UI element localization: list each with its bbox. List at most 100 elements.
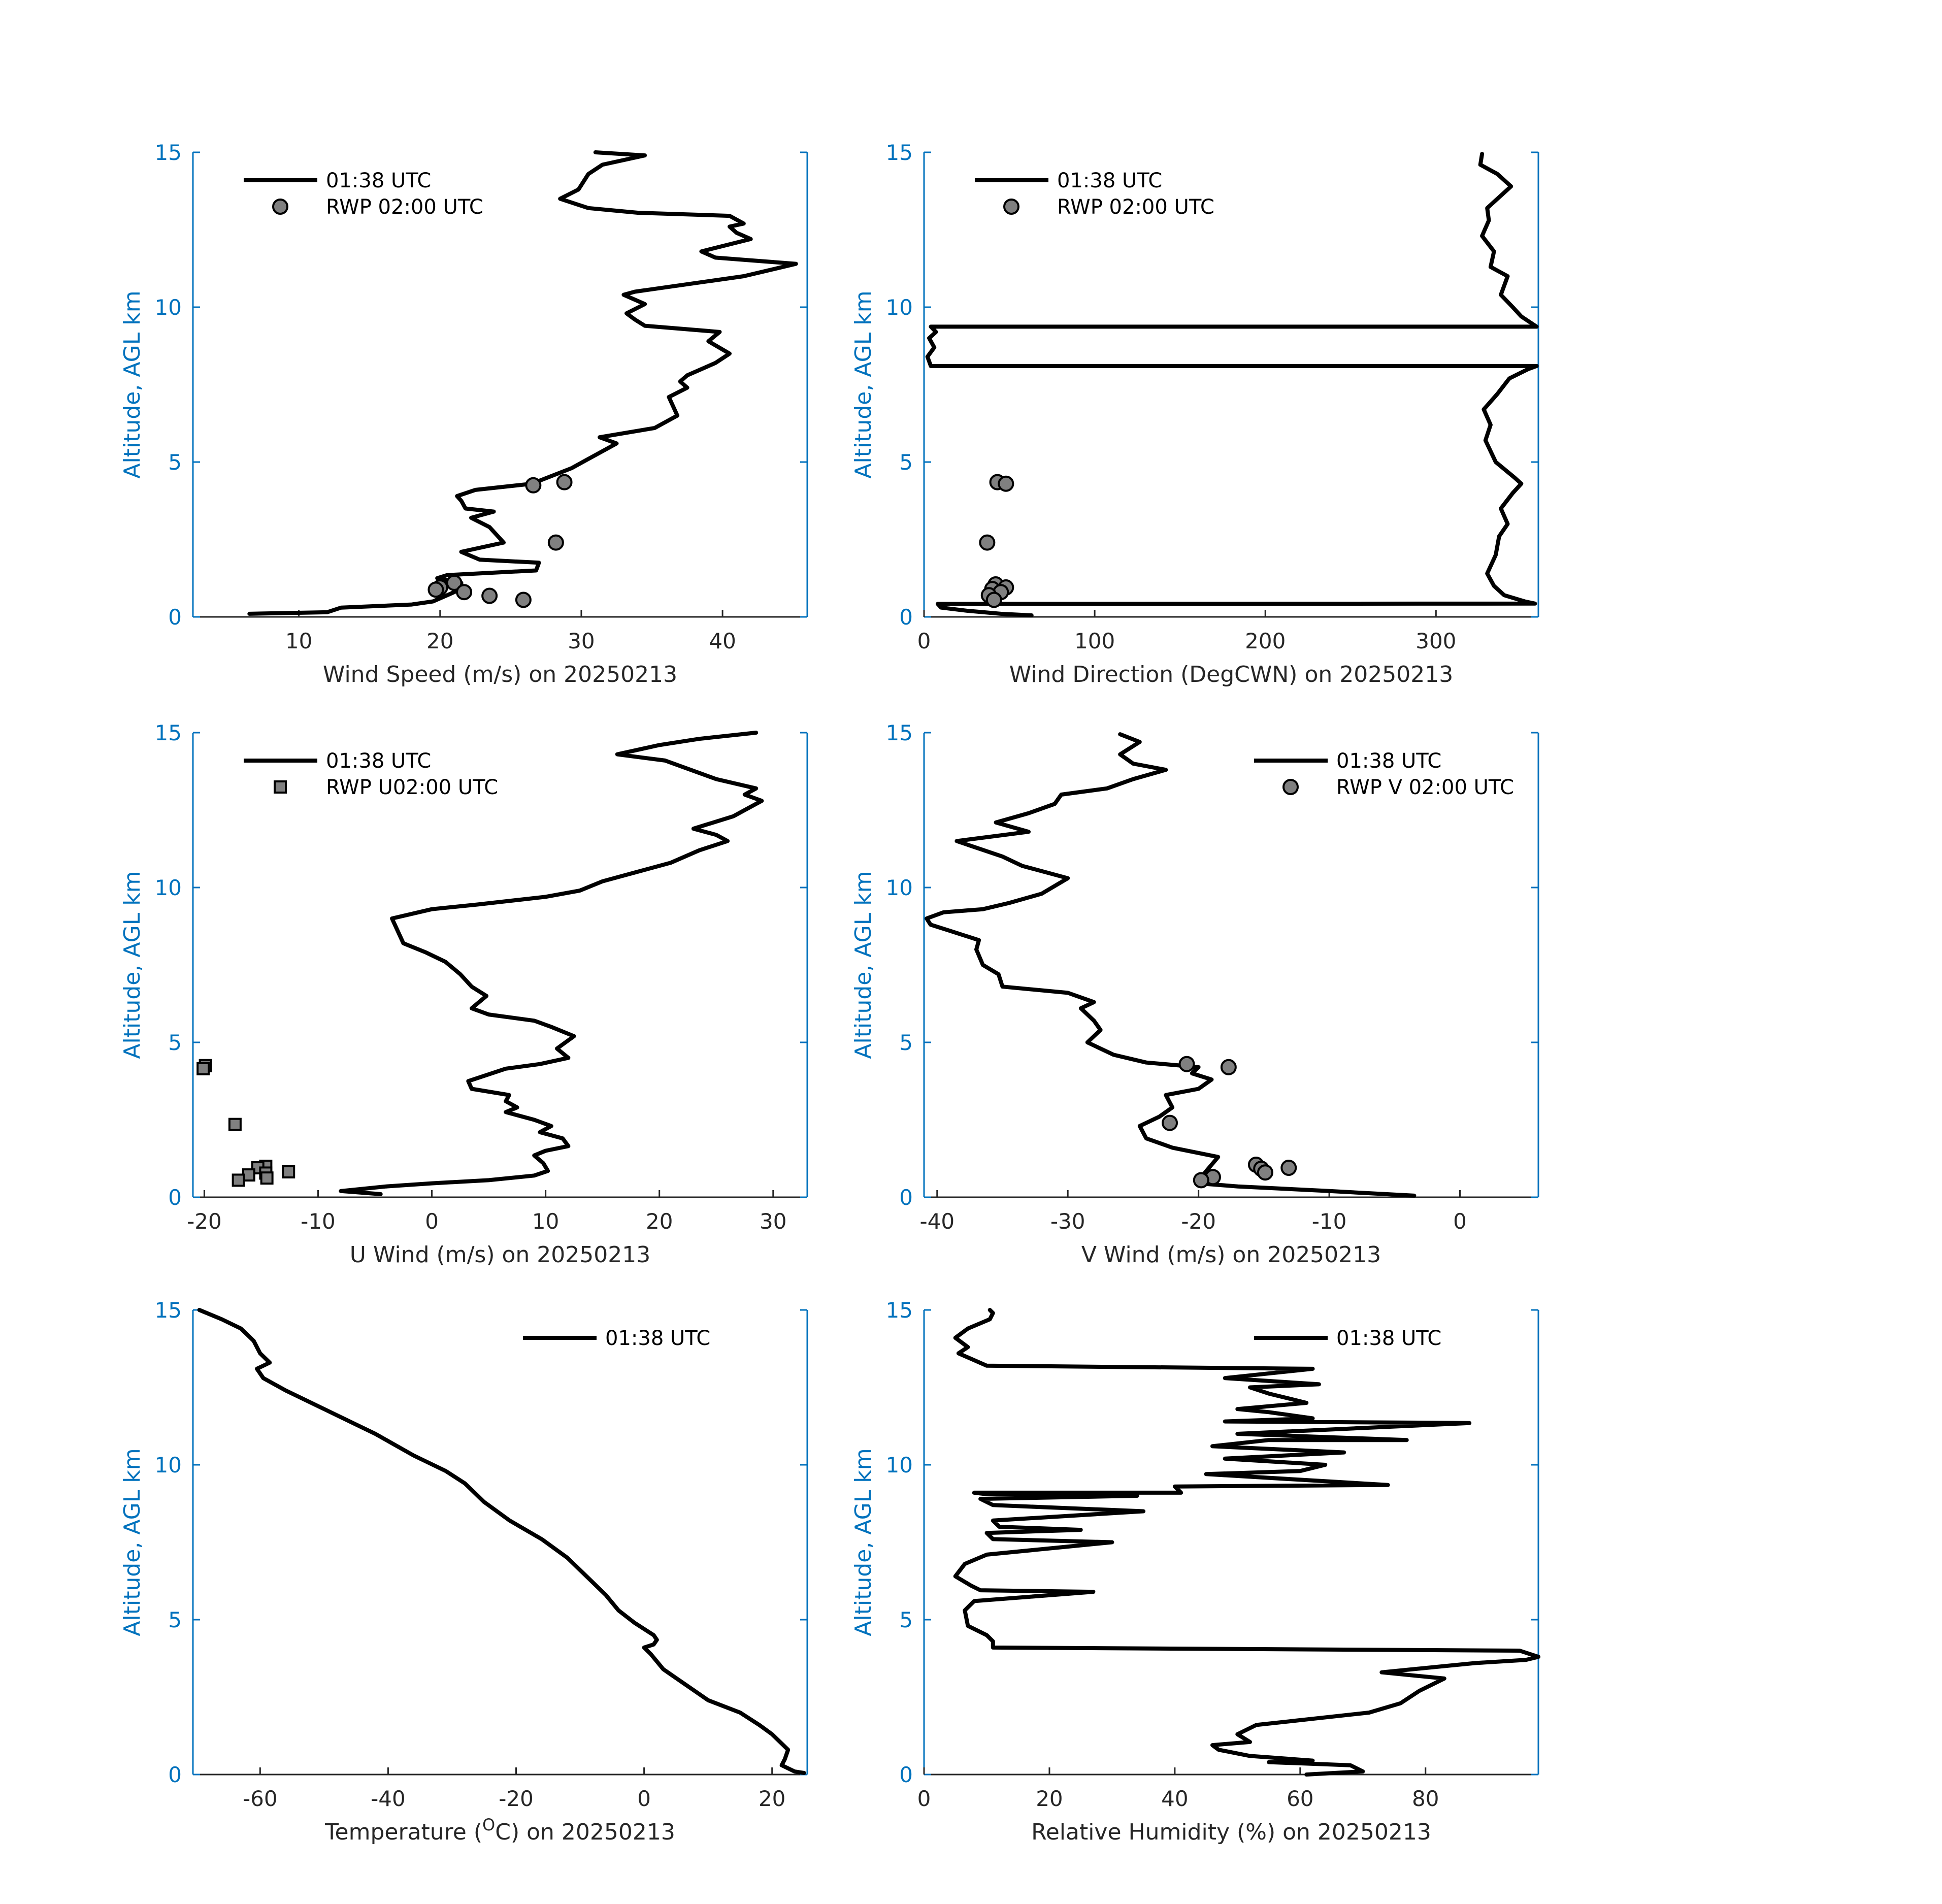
wind-speed-ytick-label: 15 (155, 140, 182, 165)
temperature-ylabel: Altitude, AGL km (119, 1448, 145, 1636)
v-wind-ytick-label: 15 (886, 720, 913, 745)
wind-speed-point (456, 584, 473, 601)
temperature-legend-label: 01:38 UTC (605, 1327, 710, 1350)
relative-humidity-plot-area (953, 1308, 1540, 1777)
relative-humidity-xtick-label: 40 (1161, 1786, 1188, 1811)
wind-direction-point (979, 534, 996, 551)
relative-humidity-xtick-label: 80 (1412, 1786, 1439, 1811)
wind-direction-series-line (925, 152, 1539, 617)
wind-direction-ytick-label: 5 (899, 450, 913, 475)
relative-humidity-legend: 01:38 UTC (1254, 1327, 1441, 1350)
v-wind-point (1193, 1172, 1209, 1189)
v-wind-legend-marker-swatch (1282, 779, 1299, 795)
wind-speed-legend-marker-swatch (272, 199, 288, 215)
u-wind-ylabel: Altitude, AGL km (119, 871, 145, 1059)
relative-humidity-xlabel: Relative Humidity (%) on 20250213 (1031, 1819, 1431, 1845)
wind-direction-ytick-label: 10 (886, 295, 913, 320)
v-wind-xtick-label: -20 (1181, 1209, 1216, 1234)
wind-speed-point (481, 587, 498, 604)
temperature-xtick-label: 0 (637, 1786, 651, 1811)
v-wind-ytick-label: 0 (899, 1185, 913, 1210)
u-wind-panel: 0 5 10 15 -20 -10 0 10 20 30 Altitude, AGL km U Win… (119, 720, 808, 1268)
v-wind-point (1220, 1059, 1237, 1075)
wind-direction-ytick-label: 0 (899, 605, 913, 630)
v-wind-xlabel: V Wind (m/s) on 20250213 (1081, 1242, 1381, 1268)
relative-humidity-xtick-label: 60 (1287, 1786, 1313, 1811)
v-wind-ylabel: Altitude, AGL km (850, 871, 876, 1059)
temperature-xlabel: Temperature (OC) on 20250213 (324, 1815, 675, 1845)
wind-speed-xlabel: Wind Speed (m/s) on 20250213 (323, 662, 677, 687)
v-wind-panel: 0 5 10 15 -40 -30 -20 -10 0 Altitude, AGL km V Win… (850, 720, 1539, 1268)
v-wind-point (1257, 1164, 1273, 1181)
wind-speed-legend-label: 01:38 UTC (326, 169, 431, 192)
v-wind-legend-label: RWP V 02:00 UTC (1336, 776, 1514, 799)
relative-humidity-legend-label: 01:38 UTC (1336, 1327, 1441, 1350)
u-wind-xtick-label: 0 (425, 1209, 439, 1234)
wind-speed-point (446, 574, 463, 591)
temperature-panel: 0 5 10 15 -60 -40 -20 0 20 Altitude, AGL km Temper… (119, 1298, 808, 1845)
temperature-ytick-label: 5 (168, 1607, 182, 1632)
temperature-xtick-label: -40 (371, 1786, 406, 1811)
u-wind-ytick-label: 5 (168, 1030, 182, 1055)
u-wind-ytick-label: 15 (155, 720, 182, 745)
temperature-ytick-label: 15 (155, 1298, 182, 1323)
wind-direction-xtick-label: 300 (1416, 629, 1456, 653)
relative-humidity-xtick-label: 20 (1036, 1786, 1063, 1811)
v-wind-ytick-label: 10 (886, 875, 913, 900)
relative-humidity-ytick-label: 10 (886, 1453, 913, 1478)
wind-direction-point (985, 592, 1002, 608)
wind-speed-point (515, 592, 532, 608)
v-wind-point (1162, 1114, 1178, 1131)
wind-direction-xtick-label: 200 (1245, 629, 1286, 653)
wind-direction-legend-label: 01:38 UTC (1057, 169, 1162, 192)
v-wind-legend-label: 01:38 UTC (1336, 749, 1441, 773)
temperature-ytick-label: 0 (168, 1762, 182, 1787)
relative-humidity-xtick-label: 0 (917, 1786, 931, 1811)
u-wind-ytick-label: 0 (168, 1185, 182, 1210)
u-wind-plot-area (196, 731, 764, 1196)
wind-speed-legend-label: RWP 02:00 UTC (326, 195, 483, 219)
wind-direction-xlabel: Wind Direction (DegCWN) on 20250213 (1009, 662, 1453, 687)
u-wind-point (260, 1171, 274, 1185)
wind-direction-panel: 0 5 10 15 0 100 200 300 Altitude, AGL km Wind Dir… (850, 140, 1539, 687)
u-wind-legend-marker-swatch (274, 780, 287, 794)
wind-speed-ylabel: Altitude, AGL km (119, 290, 145, 478)
wind-direction-ylabel: Altitude, AGL km (850, 290, 876, 478)
relative-humidity-panel: 0 5 10 15 0 20 40 60 80 Altitude, AGL km Relative … (850, 1298, 1540, 1845)
temperature-xtick-label: -20 (499, 1786, 534, 1811)
wind-speed-panel: 0 5 10 15 10 20 30 40 Altitude, AGL km Wind Speed… (119, 140, 808, 687)
u-wind-xtick-label: 10 (532, 1209, 559, 1234)
v-wind-plot-area (925, 732, 1417, 1198)
wind-direction-legend-marker-swatch (1003, 199, 1019, 215)
u-wind-xtick-label: -10 (301, 1209, 336, 1234)
wind-direction-point (998, 475, 1014, 492)
temperature-legend: 01:38 UTC (523, 1327, 710, 1350)
relative-humidity-ytick-label: 0 (899, 1762, 913, 1787)
v-wind-xtick-label: -10 (1312, 1209, 1347, 1234)
wind-speed-series-line (247, 150, 798, 616)
u-wind-point (228, 1118, 242, 1131)
wind-speed-point (525, 477, 542, 494)
panels: 0 5 10 15 10 20 30 40 Altitude, AGL km Wind Speed… (119, 140, 1540, 1845)
relative-humidity-ytick-label: 5 (899, 1607, 913, 1632)
wind-speed-xtick-label: 10 (285, 629, 312, 653)
wind-direction-xtick-label: 100 (1074, 629, 1115, 653)
temperature-xtick-label: -60 (243, 1786, 278, 1811)
wind-direction-legend: 01:38 UTC RWP 02:00 UTC (975, 169, 1214, 219)
v-wind-xtick-label: -40 (919, 1209, 954, 1234)
v-wind-legend: 01:38 UTC RWP V 02:00 UTC (1254, 749, 1514, 799)
u-wind-legend-label: RWP U02:00 UTC (326, 776, 498, 799)
wind-speed-xtick-label: 30 (568, 629, 595, 653)
u-wind-ytick-label: 10 (155, 875, 182, 900)
wind-speed-point (556, 474, 573, 490)
temperature-plot-area (197, 1308, 806, 1775)
wind-speed-xtick-label: 40 (709, 629, 736, 653)
wind-speed-point (427, 581, 444, 598)
v-wind-xtick-label: 0 (1453, 1209, 1467, 1234)
relative-humidity-ylabel: Altitude, AGL km (850, 1448, 876, 1636)
temperature-xtick-label: 20 (759, 1786, 785, 1811)
u-wind-point (232, 1173, 245, 1187)
wind-speed-plot-area (247, 150, 798, 616)
u-wind-xlabel: U Wind (m/s) on 20250213 (350, 1242, 650, 1268)
